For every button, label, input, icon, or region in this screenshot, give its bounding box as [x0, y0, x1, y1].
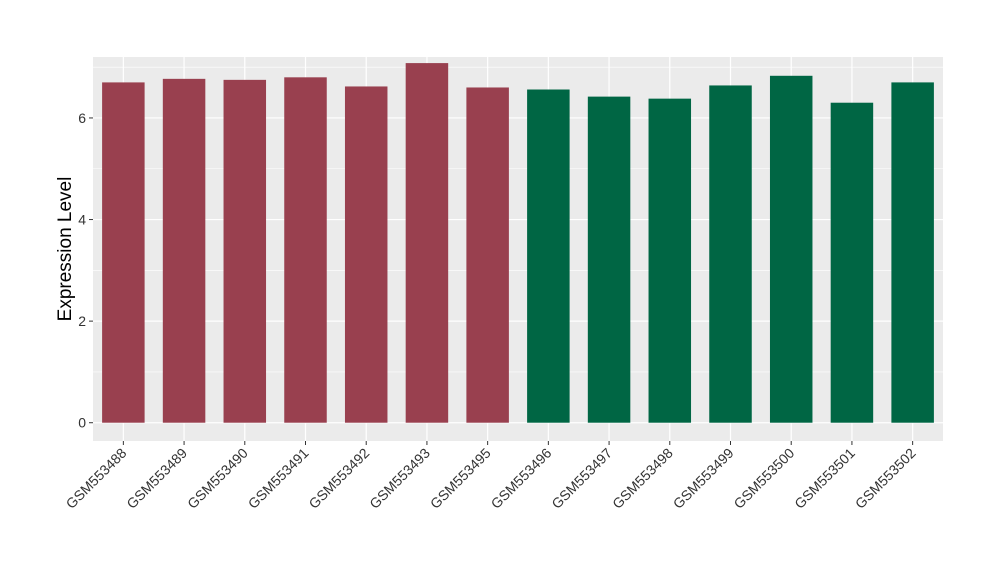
- bar: [891, 82, 934, 423]
- y-tick-label: 2: [78, 313, 86, 329]
- bar: [344, 86, 388, 423]
- x-tick-label: GSM553495: [427, 445, 494, 512]
- bar: [648, 98, 692, 423]
- y-tick-label: 4: [78, 212, 86, 228]
- bar: [466, 87, 509, 423]
- plot-panel: [93, 57, 943, 441]
- x-tick-label: GSM553499: [670, 445, 737, 512]
- x-tick-label: GSM553500: [730, 445, 797, 512]
- x-tick-label: GSM553489: [123, 445, 190, 512]
- bar: [587, 96, 631, 423]
- x-tick-label: GSM553498: [609, 445, 676, 512]
- x-tick-label: GSM553488: [63, 445, 130, 512]
- bar: [223, 79, 267, 423]
- y-tick-label: 6: [78, 110, 86, 126]
- bar: [405, 63, 449, 423]
- x-tick-label: GSM553492: [305, 445, 372, 512]
- x-tick-label: GSM553501: [791, 445, 858, 512]
- x-axis: GSM553488GSM553489GSM553490GSM553491GSM5…: [63, 441, 919, 512]
- bar: [527, 89, 570, 423]
- x-tick-label: GSM553493: [366, 445, 433, 512]
- bar: [284, 77, 327, 423]
- x-tick-label: GSM553497: [548, 445, 615, 512]
- bar: [162, 78, 206, 423]
- bar: [102, 82, 145, 423]
- x-tick-label: GSM553502: [852, 445, 919, 512]
- bar: [769, 75, 813, 423]
- bar: [830, 102, 874, 423]
- y-tick-label: 0: [78, 415, 86, 431]
- y-axis: 0 2 4 6: [78, 110, 93, 431]
- bars: [102, 63, 934, 423]
- y-axis-title: Expression Level: [55, 177, 76, 322]
- bar: [709, 85, 752, 423]
- x-tick-label: GSM553491: [245, 445, 312, 512]
- x-tick-label: GSM553496: [488, 445, 555, 512]
- x-tick-label: GSM553490: [184, 445, 251, 512]
